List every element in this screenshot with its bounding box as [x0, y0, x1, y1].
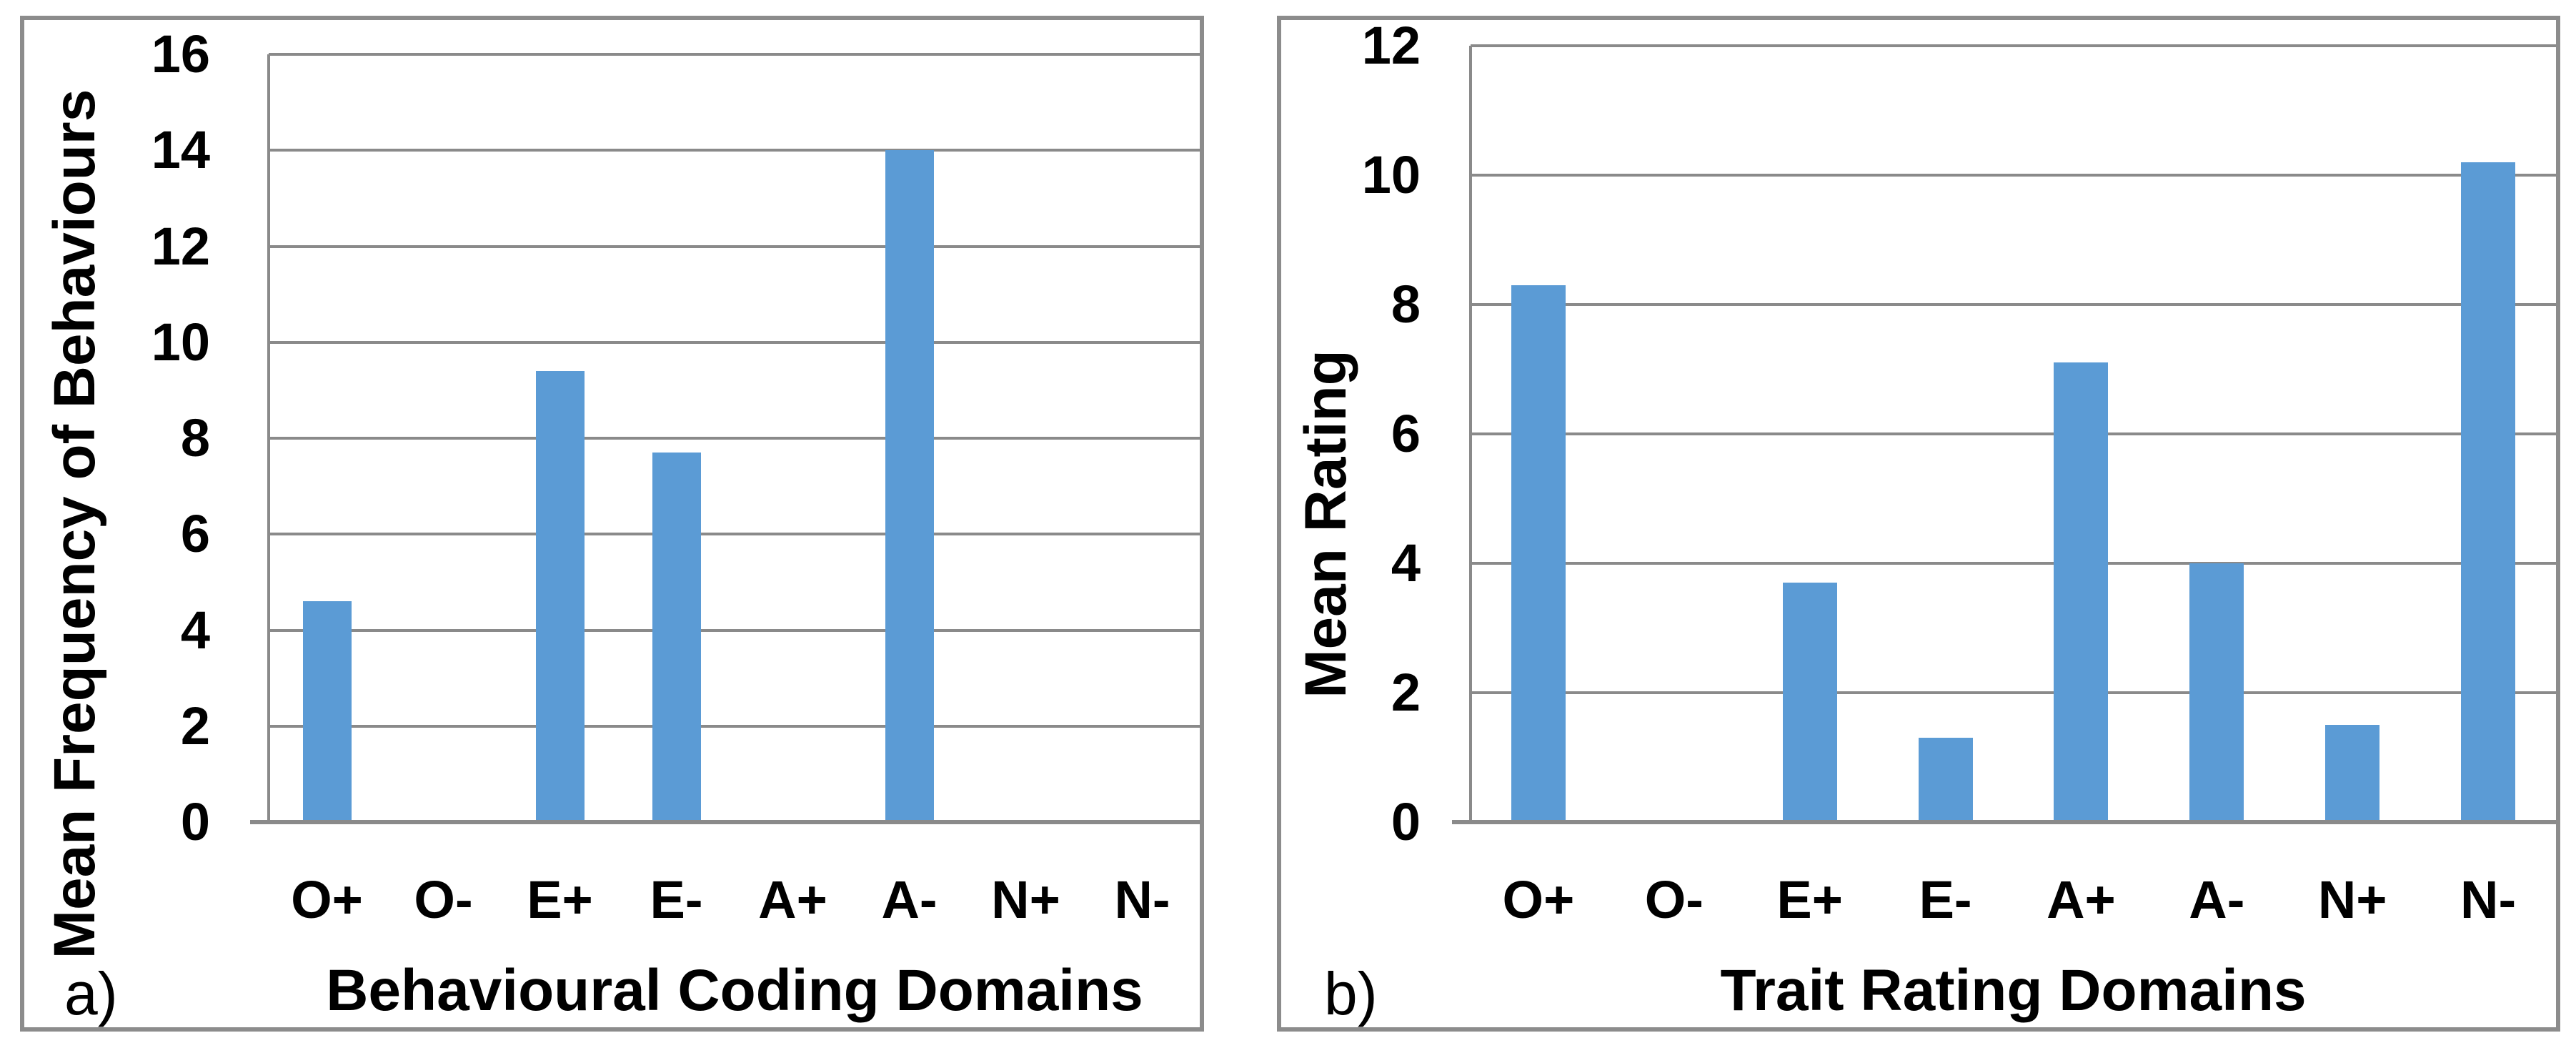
x-category-label-E+: E+	[527, 870, 593, 929]
gridline-4	[1471, 562, 2556, 565]
plot-area-a: 0 2 4 6 8 10 12 14 16 O+ O- E+ E- A+ A- N+ N-	[151, 28, 1200, 926]
y-tick-label-4: 4	[180, 600, 210, 660]
gridline-6	[269, 533, 1200, 536]
x-category-label-O-: O-	[414, 870, 473, 929]
y-tick-label-2: 2	[180, 696, 210, 756]
gridline-2	[1471, 691, 2556, 694]
bar-N-	[2461, 162, 2516, 822]
y-tick-label-10: 10	[151, 312, 210, 372]
plot-area-b: 0 2 4 6 8 10 12 O+ O- E+ E- A+ A- N+ N-	[1362, 19, 2556, 926]
gridline-12	[1471, 44, 2556, 47]
bar-E-	[1918, 738, 1973, 822]
gridline-10	[1471, 174, 2556, 177]
x-category-label-A+: A+	[758, 870, 827, 929]
y-axis-line	[267, 54, 270, 824]
x-category-label-E+: E+	[1776, 870, 1843, 929]
x-axis-line	[250, 820, 1200, 824]
y-tick-label-8: 8	[1391, 275, 1421, 334]
y-tick-label-6: 6	[1391, 404, 1421, 463]
gridline-8	[1471, 303, 2556, 306]
gridline-14	[269, 149, 1200, 152]
y-tick-label-4: 4	[1391, 533, 1421, 593]
y-tick-label-6: 6	[180, 504, 210, 564]
bar-E+	[535, 371, 585, 822]
gridline-2	[269, 724, 1200, 728]
panel-label-b: b)	[1324, 960, 1378, 1027]
y-axis-line	[1469, 46, 1472, 824]
bar-E+	[1782, 583, 1837, 822]
chart-panel-a: Mean Frequency of Behaviours 0 2 4 6 8 10 12 14…	[20, 16, 1204, 1032]
x-category-label-A-: A-	[881, 870, 938, 929]
x-axis-title-b: Trait Rating Domains	[1720, 958, 2307, 1023]
x-axis-title-a: Behavioural Coding Domains	[326, 958, 1143, 1023]
chart-panel-b: Mean Rating 0 2 4 6 8 10 12 O+ O- E+ E- A+ A- N+ N- Tr…	[1277, 16, 2560, 1032]
x-category-label-O+: O+	[1502, 870, 1575, 929]
bar-N+	[2325, 725, 2380, 822]
y-tick-label-0: 0	[180, 792, 210, 851]
y-tick-label-12: 12	[1361, 16, 1421, 75]
bar-A-	[2189, 563, 2244, 822]
gridline-16	[269, 53, 1200, 56]
x-axis-line	[1452, 820, 2556, 824]
y-tick-label-14: 14	[151, 120, 210, 180]
y-tick-label-2: 2	[1391, 663, 1421, 722]
x-category-label-E-: E-	[1919, 870, 1972, 929]
gridline-8	[269, 437, 1200, 440]
x-category-label-N-: N-	[1114, 870, 1170, 929]
x-category-label-N-: N-	[2460, 870, 2517, 929]
gridline-12	[269, 244, 1200, 248]
x-category-label-E-: E-	[650, 870, 703, 929]
y-tick-label-12: 12	[151, 216, 210, 276]
bar-A-	[885, 150, 934, 822]
x-category-label-A+: A+	[2047, 870, 2116, 929]
panel-label-a: a)	[64, 960, 118, 1027]
gridline-10	[269, 340, 1200, 344]
bar-O+	[1511, 285, 1566, 822]
bar-E-	[652, 453, 701, 822]
bar-O+	[302, 601, 352, 822]
y-tick-label-8: 8	[180, 408, 210, 468]
gridline-6	[1471, 432, 2556, 435]
gridline-4	[269, 628, 1200, 632]
y-tick-label-0: 0	[1391, 792, 1421, 851]
x-category-label-N+: N+	[991, 870, 1060, 929]
x-category-label-N+: N+	[2317, 870, 2387, 929]
x-category-label-O+: O+	[291, 870, 363, 929]
x-category-label-A-: A-	[2189, 870, 2245, 929]
x-category-label-O-: O-	[1644, 870, 1704, 929]
y-tick-label-10: 10	[1361, 145, 1421, 204]
y-tick-label-16: 16	[151, 24, 210, 84]
bar-A+	[2054, 362, 2109, 822]
